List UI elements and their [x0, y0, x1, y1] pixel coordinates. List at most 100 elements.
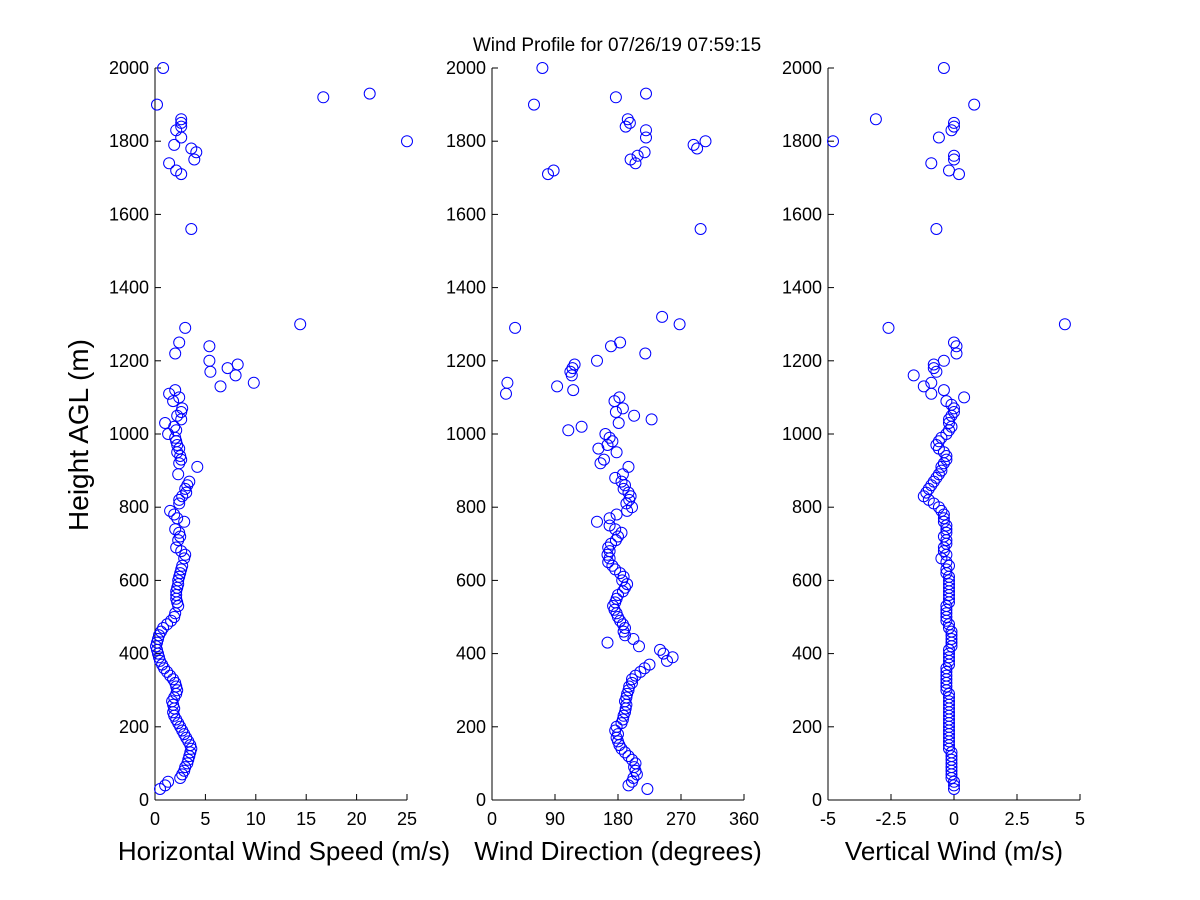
data-point [173, 336, 186, 349]
data-point [173, 497, 186, 510]
y-tick-label: 1200 [782, 351, 822, 371]
data-point [528, 98, 540, 111]
data-point [157, 62, 170, 74]
data-point [203, 340, 216, 353]
data-point [940, 563, 953, 576]
x-tick-label: 0 [487, 809, 497, 829]
data-point [179, 321, 192, 334]
data-point [943, 658, 955, 671]
data-point [940, 680, 953, 693]
data-point [640, 87, 652, 100]
data-point [948, 120, 960, 133]
data-point [932, 435, 945, 448]
data-point [638, 662, 651, 675]
data-point [575, 420, 588, 433]
y-tick-label: 600 [119, 570, 149, 590]
data-point [907, 369, 920, 382]
data-point [616, 402, 629, 415]
data-point [945, 768, 958, 781]
data-point [948, 783, 960, 795]
data-point [948, 775, 960, 788]
data-point [687, 138, 700, 151]
y-tick-label: 400 [456, 644, 486, 664]
data-point [656, 310, 669, 323]
data-point [163, 157, 176, 170]
data-point [598, 453, 610, 466]
data-point [953, 168, 965, 181]
data-point [945, 772, 958, 784]
data-point [940, 684, 953, 697]
data-point [175, 545, 188, 558]
data-point [172, 468, 185, 481]
data-point [567, 384, 580, 397]
data-point [154, 783, 166, 795]
data-point [614, 336, 627, 349]
data-point [185, 223, 198, 235]
x-tick-label: 5 [1075, 809, 1085, 829]
data-point [168, 138, 181, 151]
y-tick-label: 200 [119, 717, 149, 737]
data-point [190, 146, 203, 159]
data-point [694, 223, 707, 235]
data-point [626, 753, 638, 766]
data-point [699, 135, 712, 148]
data-point [229, 369, 242, 382]
data-point [638, 146, 651, 159]
data-point [610, 508, 623, 521]
y-tick-label: 0 [476, 790, 486, 810]
data-point [605, 537, 617, 550]
data-point [927, 362, 940, 375]
data-point [645, 413, 658, 426]
data-point [178, 552, 191, 565]
x-tick-label: 15 [296, 809, 316, 829]
x-tick-label: 0 [150, 809, 160, 829]
data-point [661, 654, 673, 667]
data-point [609, 406, 622, 418]
x-tick-label: 2.5 [1004, 809, 1029, 829]
data-point [948, 402, 960, 415]
data-point [935, 460, 948, 473]
x-tick-label: 270 [666, 809, 696, 829]
data-point [221, 362, 234, 375]
data-point [602, 556, 615, 569]
data-point [601, 636, 614, 649]
data-point [948, 336, 960, 349]
figure-title: Wind Profile for 07/26/19 07:59:15 [473, 35, 761, 56]
data-point [943, 622, 955, 634]
y-tick-label: 200 [456, 717, 486, 737]
data-point [958, 391, 971, 404]
data-point [968, 98, 981, 111]
data-point [937, 512, 950, 525]
data-point [619, 629, 631, 642]
data-point [509, 321, 522, 334]
data-point [568, 358, 581, 371]
data-point [945, 640, 958, 653]
data-point [932, 131, 945, 144]
data-point [628, 409, 641, 422]
data-point [950, 347, 963, 360]
data-point [948, 153, 960, 166]
x-tick-label: 25 [397, 809, 417, 829]
data-point [165, 614, 178, 627]
data-point [175, 131, 188, 144]
data-point [606, 559, 619, 572]
data-point [620, 698, 633, 711]
data-point [171, 409, 184, 422]
data-point [948, 116, 960, 129]
data-point [363, 87, 376, 100]
data-point [536, 62, 549, 74]
data-point [612, 417, 625, 429]
data-point [610, 446, 623, 459]
data-point [603, 431, 616, 444]
data-point [167, 395, 180, 408]
y-tick-label: 1000 [109, 424, 149, 444]
data-point [621, 504, 634, 517]
data-point [176, 490, 189, 503]
data-point [612, 530, 624, 543]
data-point [214, 380, 227, 393]
data-point [940, 614, 953, 627]
data-point [172, 600, 185, 612]
data-point [172, 534, 185, 547]
data-point [551, 380, 564, 393]
data-point [948, 149, 960, 162]
